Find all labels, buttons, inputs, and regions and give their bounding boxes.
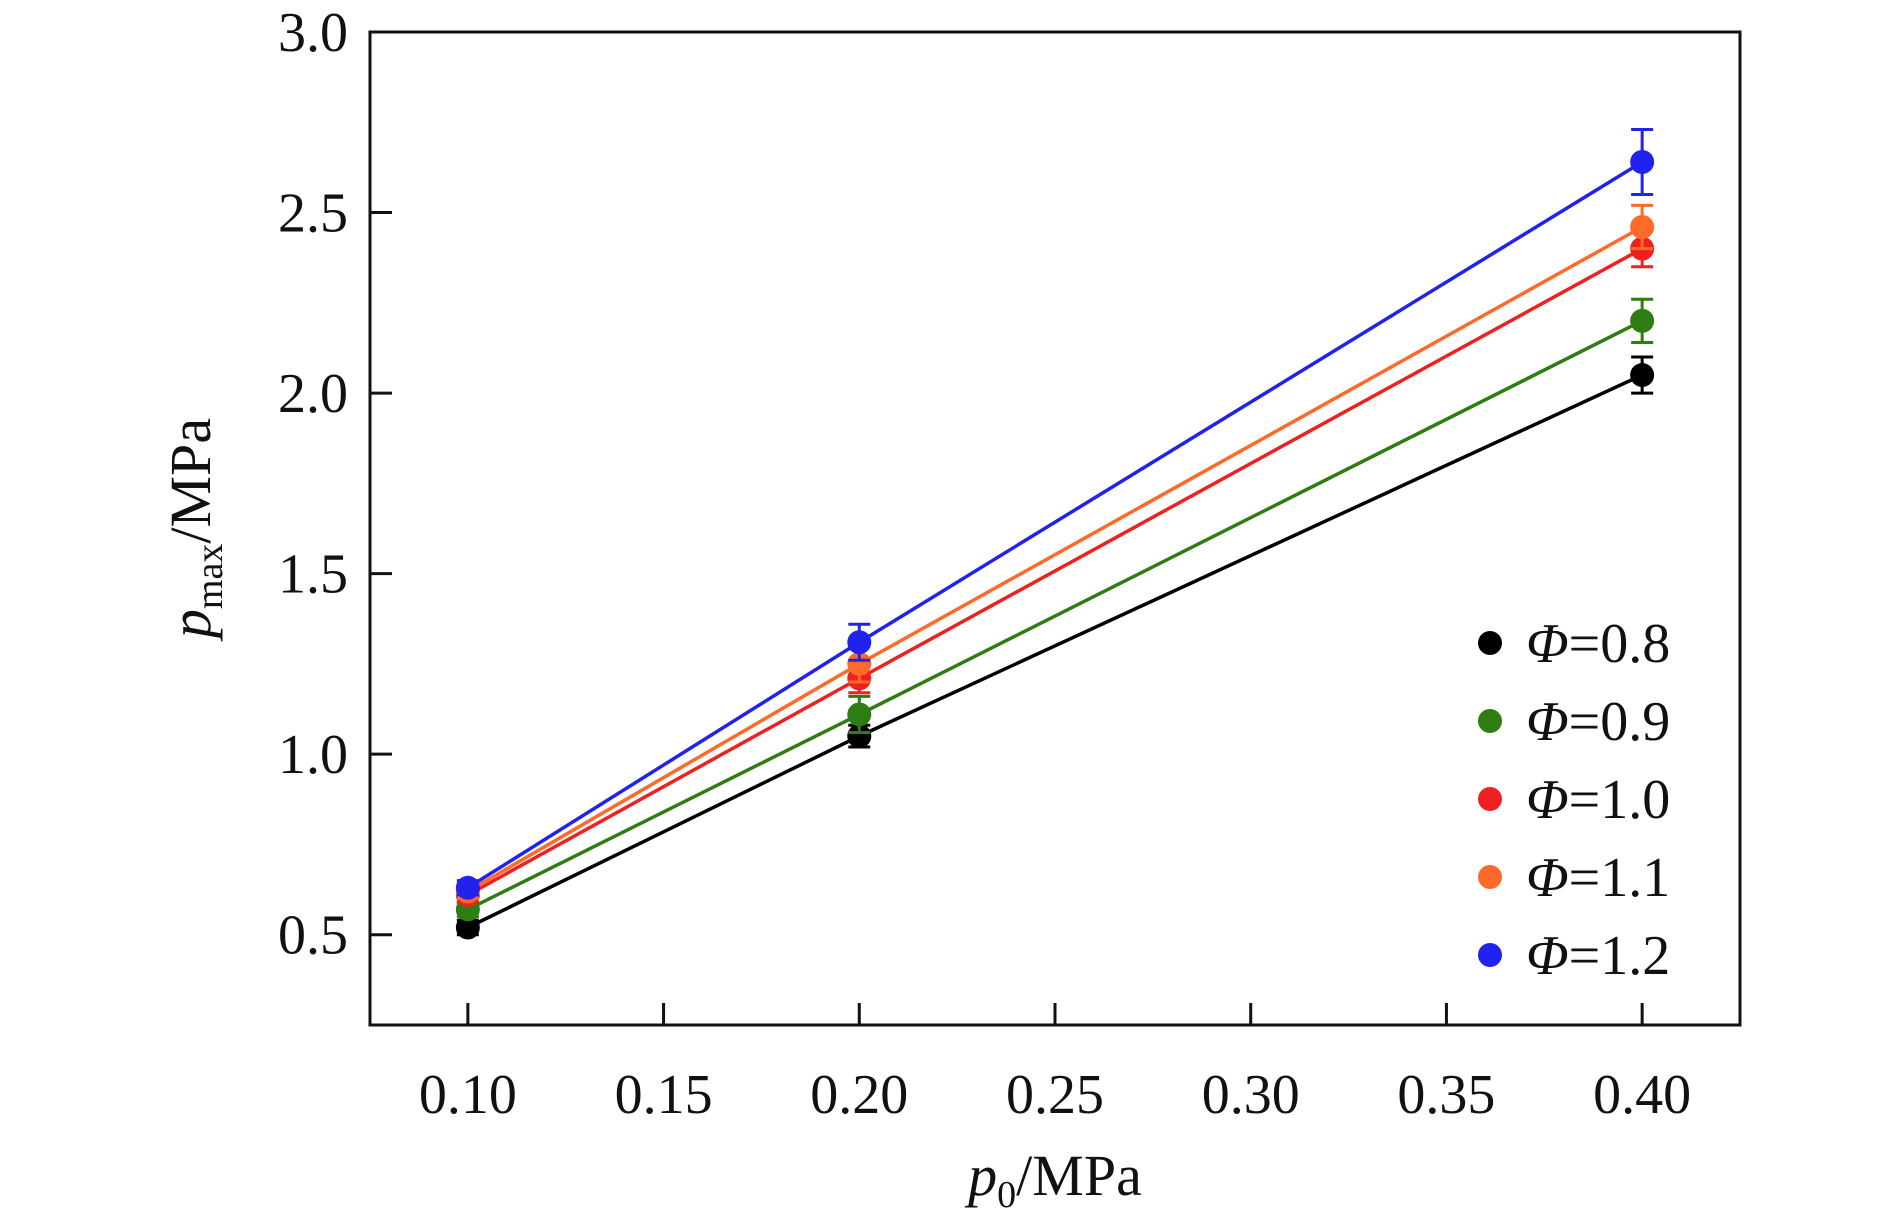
series-line bbox=[466, 225, 1643, 893]
legend-item-0: Φ=0.8 bbox=[1478, 613, 1670, 675]
legend-marker bbox=[1478, 865, 1502, 889]
data-point bbox=[847, 702, 872, 727]
series-line bbox=[467, 319, 1643, 912]
x-tick-label: 0.35 bbox=[1397, 1064, 1495, 1126]
series-line bbox=[467, 373, 1643, 930]
y-tick-label: 3.0 bbox=[278, 2, 348, 64]
series-3 bbox=[455, 203, 1655, 904]
x-axis-title: p0/MPa bbox=[964, 1143, 1142, 1216]
legend-value: =0.9 bbox=[1569, 691, 1671, 753]
legend-marker bbox=[1478, 709, 1502, 733]
legend-marker bbox=[1478, 631, 1502, 655]
series-2 bbox=[455, 229, 1655, 908]
legend: Φ=0.8Φ=0.9Φ=1.0Φ=1.1Φ=1.2 bbox=[1478, 613, 1670, 987]
x-axis: 0.10 0.15 0.20 0.25 0.30 0.35 0.40 bbox=[419, 1003, 1691, 1126]
y-axis-title: pmax/MPa bbox=[158, 418, 231, 642]
series-layer bbox=[455, 127, 1655, 940]
legend-marker bbox=[1478, 943, 1502, 967]
data-point bbox=[847, 630, 872, 655]
legend-label: Φ=0.9 bbox=[1526, 691, 1670, 753]
y-tick-label: 0.5 bbox=[278, 905, 348, 967]
legend-symbol: Φ bbox=[1526, 925, 1569, 987]
legend-item-2: Φ=1.0 bbox=[1478, 769, 1670, 831]
y-axis: 0.5 1.0 1.5 2.0 2.5 3.0 bbox=[278, 2, 392, 967]
legend-symbol: Φ bbox=[1526, 613, 1569, 675]
legend-value: =1.1 bbox=[1569, 847, 1671, 909]
legend-symbol: Φ bbox=[1526, 691, 1569, 753]
data-point bbox=[847, 724, 872, 749]
series-1 bbox=[455, 297, 1655, 922]
data-point bbox=[1630, 149, 1655, 174]
legend-label: Φ=0.8 bbox=[1526, 613, 1670, 675]
x-tick-label: 0.20 bbox=[810, 1064, 908, 1126]
legend-value: =1.2 bbox=[1569, 925, 1671, 987]
legend-value: =1.0 bbox=[1569, 769, 1671, 831]
series-0 bbox=[455, 355, 1655, 940]
series-line bbox=[467, 247, 1643, 897]
series-line bbox=[466, 160, 1644, 890]
x-tick-label: 0.15 bbox=[615, 1064, 713, 1126]
legend-label: Φ=1.1 bbox=[1526, 847, 1670, 909]
legend-label: Φ=1.0 bbox=[1526, 769, 1670, 831]
x-tick-label: 0.40 bbox=[1593, 1064, 1691, 1126]
data-point bbox=[1630, 363, 1655, 388]
data-point bbox=[455, 875, 480, 900]
legend-item-1: Φ=0.9 bbox=[1478, 691, 1670, 753]
y-tick-label: 1.0 bbox=[278, 724, 348, 786]
data-point bbox=[847, 651, 872, 676]
y-tick-label: 2.5 bbox=[278, 183, 348, 245]
y-tick-label: 1.5 bbox=[278, 544, 348, 606]
y-tick-label: 2.0 bbox=[278, 363, 348, 425]
data-point bbox=[1630, 214, 1655, 239]
legend-label: Φ=1.2 bbox=[1526, 925, 1670, 987]
legend-value: =0.8 bbox=[1569, 613, 1671, 675]
legend-symbol: Φ bbox=[1526, 769, 1569, 831]
legend-symbol: Φ bbox=[1526, 847, 1569, 909]
data-point bbox=[1630, 308, 1655, 333]
x-tick-label: 0.30 bbox=[1202, 1064, 1300, 1126]
legend-item-4: Φ=1.2 bbox=[1478, 925, 1670, 987]
series-4 bbox=[455, 127, 1655, 900]
data-point bbox=[455, 915, 480, 940]
legend-item-3: Φ=1.1 bbox=[1478, 847, 1670, 909]
x-tick-label: 0.10 bbox=[419, 1064, 517, 1126]
x-tick-label: 0.25 bbox=[1006, 1064, 1104, 1126]
legend-marker bbox=[1478, 787, 1502, 811]
